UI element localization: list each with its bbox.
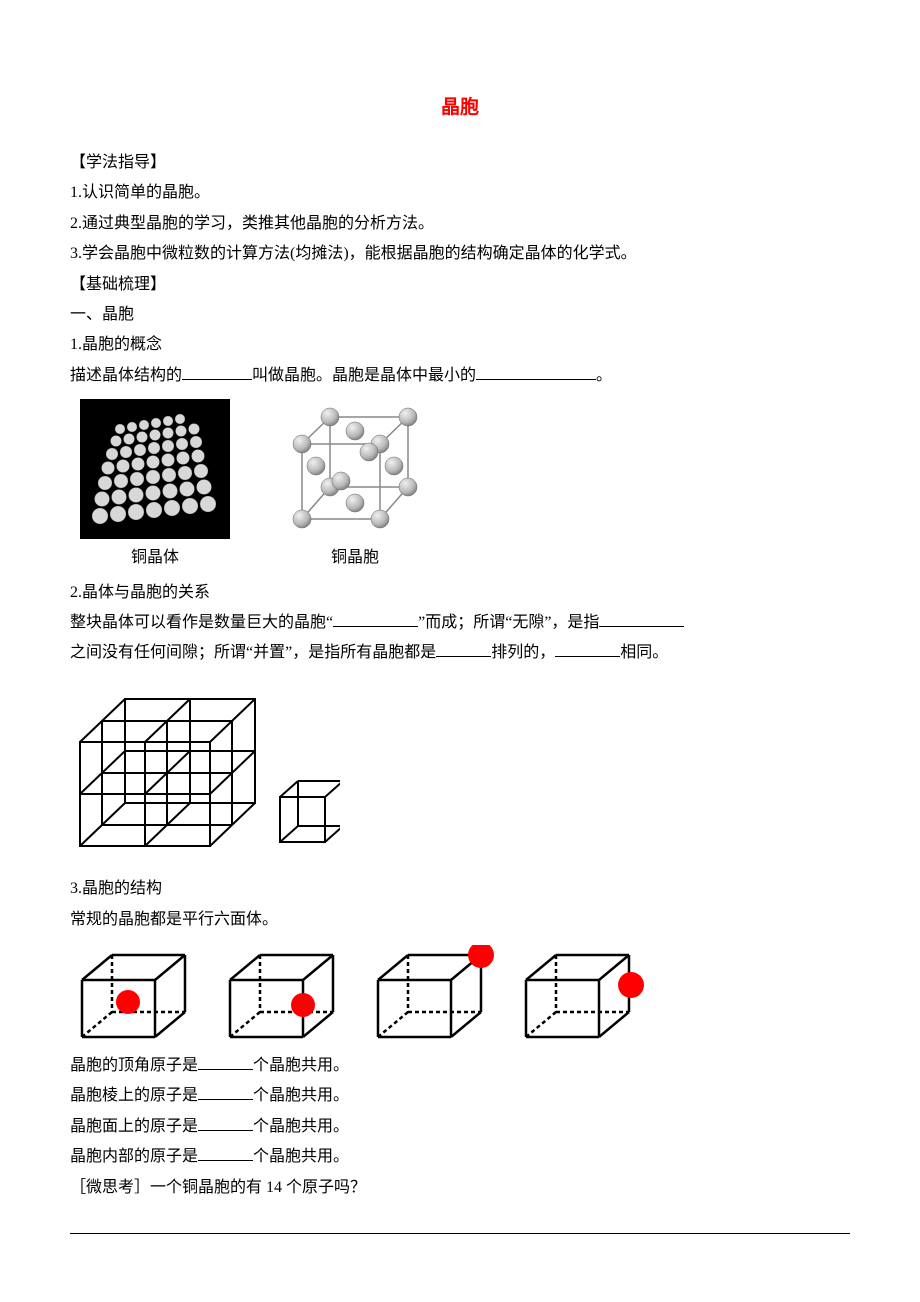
page-title: 晶胞 — [70, 90, 850, 126]
heading-crystal-cell: 一、晶胞 — [70, 300, 850, 330]
page: 晶胞 【学法指导】 1.认识简单的晶胞。 2.通过典型晶胞的学习，类推其他晶胞的… — [0, 0, 920, 1294]
relation-line-2: 之间没有任何间隙；所谓“并置”，是指所有晶胞都是 排列的， 相同。 — [70, 638, 850, 668]
blank — [599, 610, 684, 627]
cube-face-center — [218, 945, 348, 1045]
blank — [182, 363, 252, 380]
copper-unit-cell-image — [280, 399, 430, 539]
heading-structure: 3.晶胞的结构 — [70, 874, 850, 904]
q4a: 晶胞内部的原子是 — [70, 1148, 198, 1165]
rel-text-c: 之间没有任何间隙；所谓“并置”，是指所有晶胞都是 — [70, 644, 436, 661]
q-edge: 晶胞棱上的原子是 个晶胞共用。 — [70, 1081, 850, 1111]
blank — [198, 1114, 253, 1131]
blank — [333, 610, 418, 627]
q2a: 晶胞棱上的原子是 — [70, 1087, 198, 1104]
stacked-cells-figure — [70, 687, 850, 868]
blank — [476, 363, 596, 380]
guide-item-3: 3.学会晶胞中微粒数的计算方法(均摊法)，能根据晶胞的结构确定晶体的化学式。 — [70, 239, 850, 269]
q-body: 晶胞内部的原子是 个晶胞共用。 — [70, 1142, 850, 1172]
cube-edge — [514, 945, 654, 1045]
crystal-images-row: 铜晶体 — [80, 399, 850, 573]
rel-text-e: 相同。 — [620, 644, 668, 661]
section-guide-header: 【学法指导】 — [70, 148, 850, 178]
concept-fill-line: 描述晶体结构的 叫做晶胞。晶胞是晶体中最小的 。 — [70, 361, 850, 391]
q3a: 晶胞面上的原子是 — [70, 1118, 198, 1135]
rel-text-d: 排列的， — [491, 644, 555, 661]
caption-copper-crystal: 铜晶体 — [131, 543, 179, 573]
guide-item-1: 1.认识简单的晶胞。 — [70, 178, 850, 208]
atom-position-cubes-row — [70, 945, 850, 1045]
caption-copper-unit-cell: 铜晶胞 — [331, 543, 379, 573]
copper-crystal-image — [80, 399, 230, 539]
q2b: 个晶胞共用。 — [253, 1087, 349, 1104]
heading-relation: 2.晶体与晶胞的关系 — [70, 578, 850, 608]
blank — [198, 1083, 253, 1100]
q1b: 个晶胞共用。 — [253, 1057, 349, 1074]
q4b: 个晶胞共用。 — [253, 1148, 349, 1165]
section-basics-header: 【基础梳理】 — [70, 270, 850, 300]
copper-crystal-figure: 铜晶体 — [80, 399, 230, 573]
structure-line: 常规的晶胞都是平行六面体。 — [70, 905, 850, 935]
concept-text-a: 描述晶体结构的 — [70, 367, 182, 384]
blank — [198, 1144, 253, 1161]
copper-unit-cell-figure: 铜晶胞 — [280, 399, 430, 573]
footer-divider — [70, 1233, 850, 1234]
cube-body-center — [70, 945, 200, 1045]
q-vertex: 晶胞的顶角原子是 个晶胞共用。 — [70, 1051, 850, 1081]
blank — [555, 640, 620, 657]
blank — [436, 640, 491, 657]
stacked-cells-image — [70, 687, 340, 857]
rel-text-a: 整块晶体可以看作是数量巨大的晶胞“ — [70, 614, 333, 631]
micro-think: ［微思考］一个铜晶胞的有 14 个原子吗？ — [70, 1173, 850, 1203]
q3b: 个晶胞共用。 — [253, 1118, 349, 1135]
q-face: 晶胞面上的原子是 个晶胞共用。 — [70, 1112, 850, 1142]
blank — [198, 1053, 253, 1070]
rel-text-b: ”而成；所谓“无隙”，是指 — [418, 614, 599, 631]
relation-line-1: 整块晶体可以看作是数量巨大的晶胞“ ”而成；所谓“无隙”，是指 — [70, 608, 850, 638]
concept-text-c: 。 — [596, 367, 612, 384]
heading-concept: 1.晶胞的概念 — [70, 330, 850, 360]
cube-vertex — [366, 945, 496, 1045]
q1a: 晶胞的顶角原子是 — [70, 1057, 198, 1074]
concept-text-b: 叫做晶胞。晶胞是晶体中最小的 — [252, 367, 476, 384]
guide-item-2: 2.通过典型晶胞的学习，类推其他晶胞的分析方法。 — [70, 209, 850, 239]
